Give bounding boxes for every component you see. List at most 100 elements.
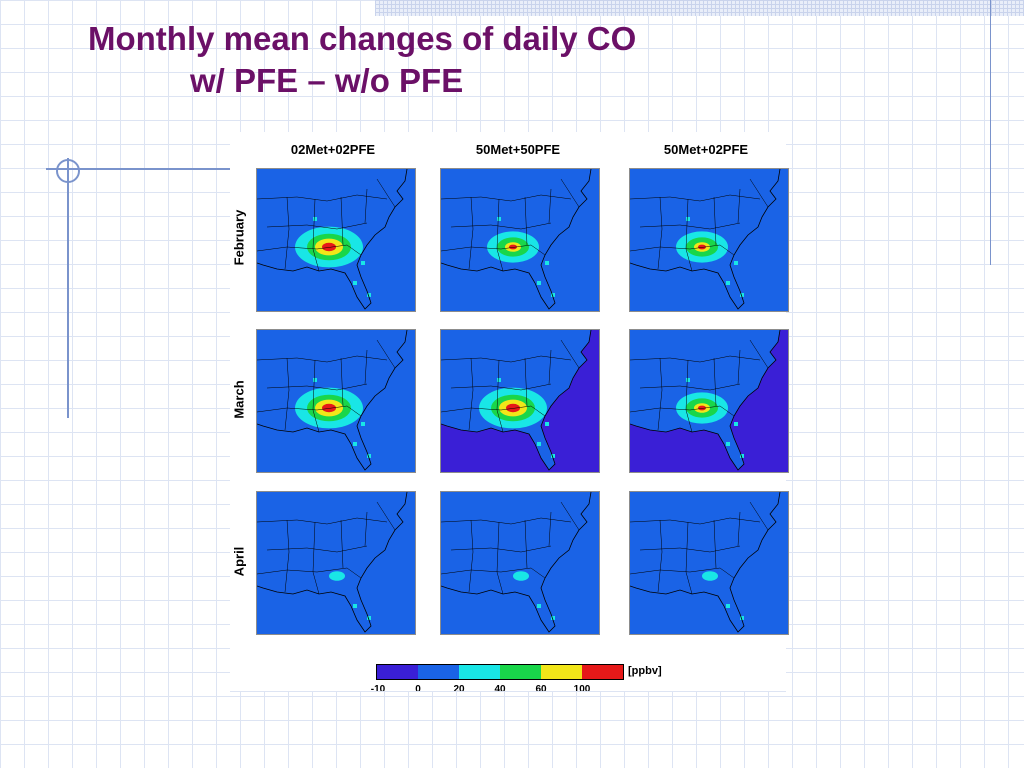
- column-label-02met-02pfe: 02Met+02PFE: [290, 142, 376, 157]
- co-dot: [537, 442, 541, 446]
- state-border: [713, 196, 717, 246]
- state-border: [257, 355, 388, 363]
- map-panel-february-3: [629, 168, 789, 312]
- column-label-50met-02pfe: 50Met+02PFE: [663, 142, 749, 157]
- map-panel-february-1: [256, 168, 416, 312]
- co-dot: [726, 604, 730, 608]
- colorbar-segment: [582, 665, 623, 679]
- co-dot: [686, 378, 690, 382]
- co-hotspot: [322, 403, 336, 413]
- state-border: [737, 511, 741, 547]
- colorbar-segment: [418, 665, 459, 679]
- state-border: [340, 519, 344, 569]
- co-dot: [551, 293, 555, 297]
- row-label-february-text: February: [231, 209, 247, 265]
- state-border: [639, 383, 741, 391]
- state-border: [630, 194, 761, 202]
- state-border: [312, 359, 320, 433]
- row-label-april-text: April: [231, 546, 247, 576]
- co-dot: [497, 217, 501, 221]
- colorbar-tick-label: 40: [494, 684, 506, 695]
- state-border: [364, 349, 368, 385]
- row-label-march-text: March: [231, 379, 247, 419]
- map-panel-april-1: [256, 491, 416, 635]
- state-border: [376, 339, 396, 369]
- co-hotspot: [509, 244, 517, 250]
- colorbar-ticks: -10 0 20 40 60 100: [230, 684, 786, 698]
- state-border: [312, 521, 320, 595]
- map-graphic: [257, 492, 408, 633]
- state-border: [284, 519, 290, 593]
- co-dot: [353, 604, 357, 608]
- colorbar: [376, 664, 624, 680]
- co-dot: [537, 604, 541, 608]
- state-border: [496, 359, 504, 433]
- co-dot: [740, 293, 744, 297]
- state-border: [560, 178, 580, 208]
- right-decoration-rule: [990, 0, 991, 265]
- state-border: [713, 357, 717, 407]
- colorbar-segment: [500, 665, 541, 679]
- co-dot: [551, 616, 555, 620]
- state-border: [450, 222, 552, 230]
- map-graphic: [257, 330, 408, 471]
- co-dot: [740, 616, 744, 620]
- co-hotspot: [698, 405, 706, 411]
- co-dot: [551, 454, 555, 458]
- state-border: [685, 198, 693, 272]
- colorbar-segment: [377, 665, 418, 679]
- co-dot: [734, 422, 738, 426]
- state-border: [257, 567, 362, 579]
- colorbar-tick-label: -10: [370, 684, 386, 695]
- co-hotspot: [506, 403, 520, 413]
- header-decoration-band: [375, 0, 1024, 16]
- co-dot: [353, 442, 357, 446]
- map-graphic: [630, 330, 788, 472]
- state-border: [441, 244, 546, 256]
- state-border: [630, 405, 735, 417]
- map-graphic: [441, 492, 592, 633]
- coastline: [441, 492, 592, 633]
- decoration-vertical-line: [67, 158, 69, 418]
- state-border: [749, 501, 769, 531]
- co-dot: [686, 217, 690, 221]
- state-border: [548, 511, 552, 547]
- column-label-50met-50pfe: 50Met+50PFE: [475, 142, 561, 157]
- decoration-horizontal-line: [46, 168, 232, 170]
- state-border: [441, 405, 546, 417]
- map-panel-april-2: [440, 491, 600, 635]
- state-border: [441, 567, 546, 579]
- co-dot: [497, 378, 501, 382]
- colorbar-tick-label: 60: [535, 684, 547, 695]
- colorbar-segment: [459, 665, 500, 679]
- state-border: [685, 521, 693, 595]
- co-dot: [367, 293, 371, 297]
- co-dot: [367, 616, 371, 620]
- state-border: [630, 517, 761, 525]
- state-border: [524, 357, 528, 407]
- state-border: [450, 383, 552, 391]
- co-dot: [545, 261, 549, 265]
- map-panel-march-3: [629, 329, 789, 473]
- state-border: [630, 244, 735, 256]
- state-border: [657, 519, 663, 593]
- map-panel-march-2: [440, 329, 600, 473]
- state-border: [340, 357, 344, 407]
- state-border: [450, 545, 552, 553]
- state-border: [364, 188, 368, 224]
- state-border: [376, 178, 396, 208]
- coastline: [257, 492, 408, 633]
- co-dot: [537, 281, 541, 285]
- state-border: [524, 519, 528, 569]
- state-border: [548, 188, 552, 224]
- state-border: [340, 196, 344, 246]
- co-dot: [740, 454, 744, 458]
- state-border: [639, 222, 741, 230]
- state-border: [266, 222, 368, 230]
- ocean-area: [630, 330, 788, 472]
- state-border: [257, 517, 388, 525]
- state-border: [257, 244, 362, 256]
- state-border: [266, 383, 368, 391]
- ocean-area: [441, 330, 599, 472]
- state-border: [496, 198, 504, 272]
